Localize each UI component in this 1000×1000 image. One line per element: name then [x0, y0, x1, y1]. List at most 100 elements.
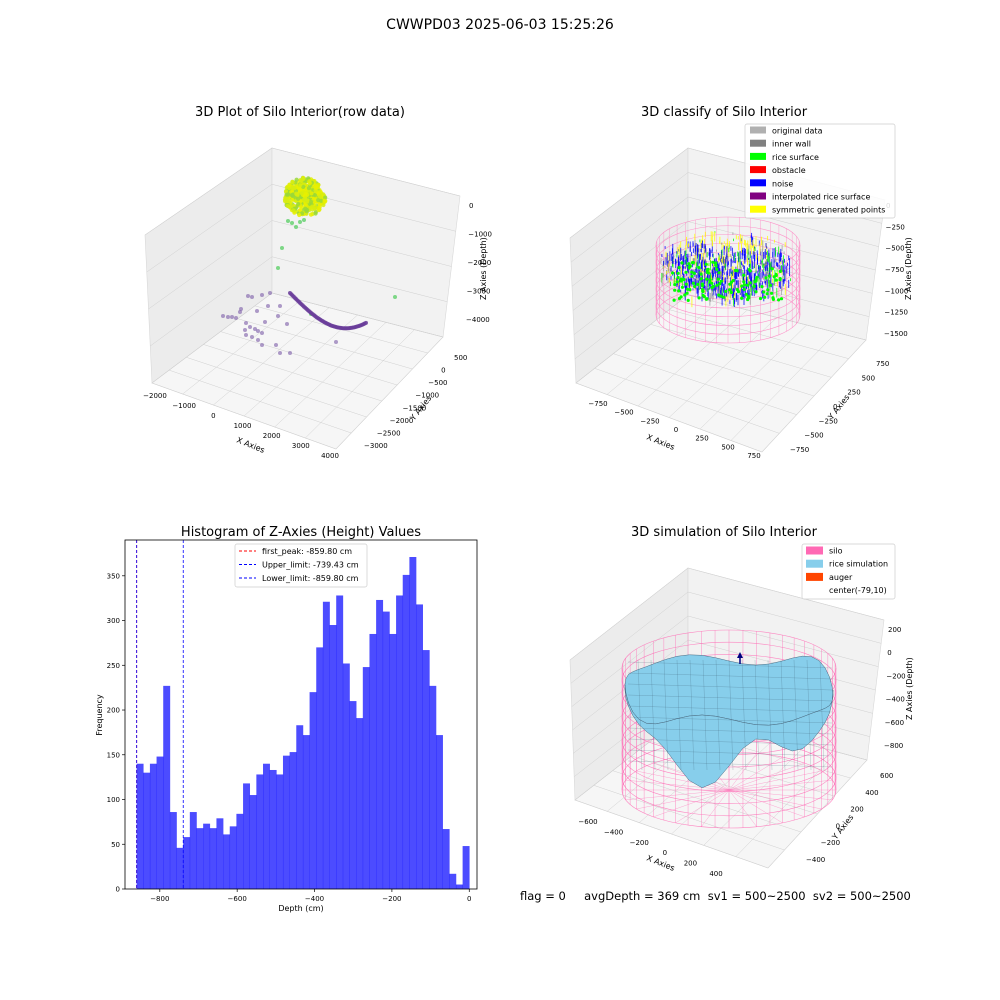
raw-x-axis-label: X Axies [235, 436, 266, 455]
classify-point [685, 291, 689, 295]
raw-point [287, 183, 292, 188]
raw-point [253, 327, 257, 331]
histogram-bar [436, 735, 443, 889]
raw-point [322, 199, 327, 204]
classify-point [710, 281, 714, 285]
classify-point [758, 296, 763, 301]
raw-y-tick-label: −500 [428, 379, 447, 387]
raw-point [313, 211, 318, 216]
classify-point [742, 280, 746, 284]
simulation-silo-floor-spoke [728, 756, 783, 791]
histogram-bar [449, 873, 457, 889]
raw-point [298, 220, 302, 224]
cls-x-tick-label: 500 [721, 443, 734, 451]
grid-line [574, 799, 769, 869]
raw-point [316, 208, 321, 213]
simulation-3d-plot: 3D simulation of Silo Interior −600−400−… [569, 525, 914, 878]
simulation-auger-tip [737, 652, 743, 658]
histogram-x-tick-label: 0 [467, 895, 471, 903]
classify-point [690, 270, 694, 274]
classify-point [701, 289, 705, 294]
classify-legend-label: original data [772, 127, 823, 136]
grid-line [687, 196, 879, 247]
histogram-bar [156, 756, 164, 889]
classify-point [740, 296, 744, 300]
raw-point [289, 204, 294, 209]
grid-line [569, 147, 689, 239]
cls-y-tick-label: 500 [862, 374, 875, 382]
classify-3d-plot: 3D classify of Silo Interior −750 −500 −25… [569, 105, 913, 460]
grid-line [575, 294, 689, 384]
grid-line [144, 147, 273, 236]
classify-point [729, 280, 734, 284]
classify-legend-swatch [750, 126, 766, 134]
grid-line [169, 369, 352, 434]
classify-point [676, 271, 680, 275]
classify-point [673, 283, 677, 287]
raw-point [287, 199, 292, 204]
raw-point [319, 198, 324, 203]
classify-point [716, 277, 721, 281]
raw-point [286, 219, 290, 223]
classify-point [686, 298, 690, 302]
classify-plot-title: 3D classify of Silo Interior [641, 105, 808, 120]
raw-point [306, 186, 312, 191]
grid-line [650, 324, 832, 378]
raw-point [307, 181, 312, 186]
histogram-bar [316, 647, 324, 889]
classify-point [687, 265, 691, 270]
classify-point [771, 296, 775, 300]
classify-point [774, 278, 778, 282]
classify-legend: original data inner wall rice surface obsta… [744, 123, 896, 219]
classify-point [735, 287, 739, 292]
histogram-bar [282, 755, 290, 889]
raw-point [299, 178, 304, 183]
classify-point [770, 267, 774, 271]
classify-legend-swatch [750, 205, 766, 213]
histogram-frame [124, 539, 478, 890]
histogram-bar [402, 574, 410, 889]
raw-z-tick-label: −3000 [467, 288, 491, 296]
histogram-x-tick-label: −600 [228, 895, 247, 903]
classify-legend-label: interpolated rice surface [772, 193, 870, 202]
classify-point [680, 261, 684, 265]
classify-point [688, 288, 692, 292]
classify-point [765, 292, 769, 296]
histogram-bar [416, 604, 423, 889]
histogram-y-tick-label: 250 [107, 662, 120, 670]
cls-x-tick-label: 0 [674, 426, 678, 434]
classify-point [744, 292, 748, 296]
grid-line [571, 196, 689, 287]
grid-line [575, 382, 763, 453]
raw-point [308, 212, 314, 217]
cls-y-tick-label: −750 [790, 446, 809, 454]
classify-point [672, 298, 676, 302]
classify-point [718, 282, 722, 286]
histogram-bar [289, 752, 297, 889]
classify-point [671, 271, 675, 275]
raw-point [268, 291, 272, 295]
classify-point [778, 277, 782, 281]
histogram-x-tick-label: −400 [305, 895, 324, 903]
grid-line [148, 220, 273, 310]
classify-x-axis-label: X Axies [645, 433, 676, 452]
classify-point [696, 282, 700, 286]
sim-y-tick-label: 600 [880, 772, 893, 780]
classify-point [699, 272, 703, 276]
classify-point [700, 284, 705, 288]
simulation-mesh-line [627, 749, 833, 757]
raw-point [294, 177, 299, 182]
classify-point [692, 271, 696, 275]
grid-line [687, 567, 885, 621]
simulation-legend-label: center(-79,10) [829, 586, 887, 595]
raw-x-tick-label: −2000 [143, 392, 167, 400]
histogram-bar [263, 763, 270, 889]
classify-point [682, 277, 686, 282]
raw-point [288, 351, 292, 355]
grid-line [271, 292, 444, 338]
raw-point [260, 293, 264, 297]
raw-point [296, 201, 301, 207]
cls-y-tick-label: 250 [847, 389, 860, 397]
histogram-bar [203, 823, 211, 889]
raw-z-tick-label: 0 [469, 202, 473, 210]
